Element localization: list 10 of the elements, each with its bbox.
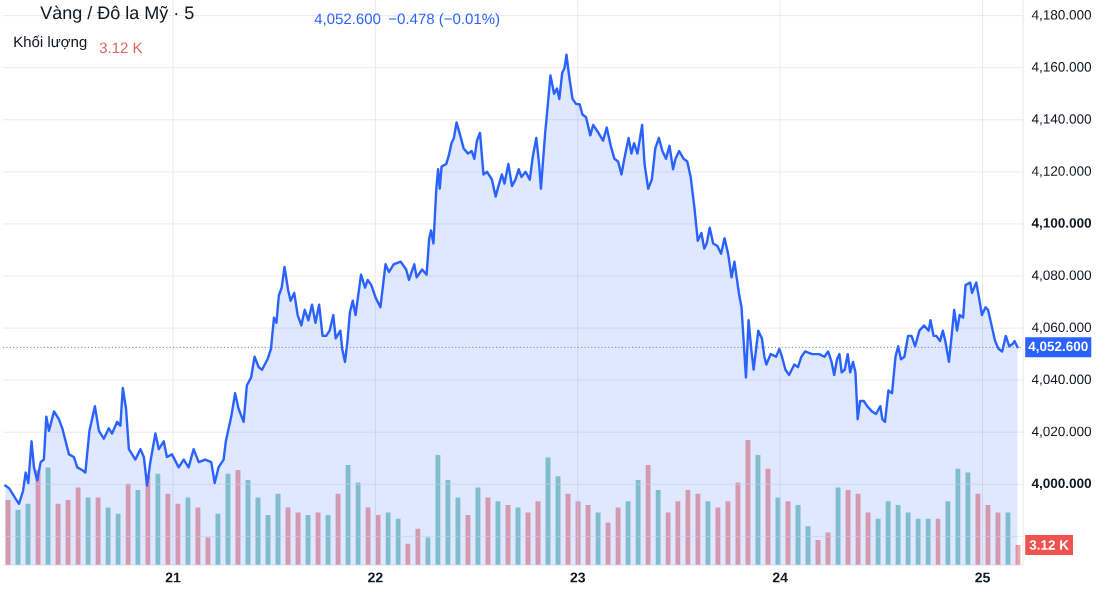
- x-tick-label: 25: [975, 572, 990, 583]
- y-tick-label: 4,180.000: [1031, 10, 1092, 22]
- annotation: −0.478 (−0.01%): [389, 13, 500, 28]
- x-tick-label: 21: [165, 572, 181, 583]
- bar: [5, 500, 11, 565]
- x-tick-label: 22: [368, 572, 383, 583]
- x-tick-label: 24: [772, 572, 788, 583]
- annotation: 4,052.600: [314, 13, 381, 26]
- chart-title: Vàng / Đô la Mỹ · 5: [40, 5, 194, 23]
- x-tick-label: 23: [570, 572, 586, 583]
